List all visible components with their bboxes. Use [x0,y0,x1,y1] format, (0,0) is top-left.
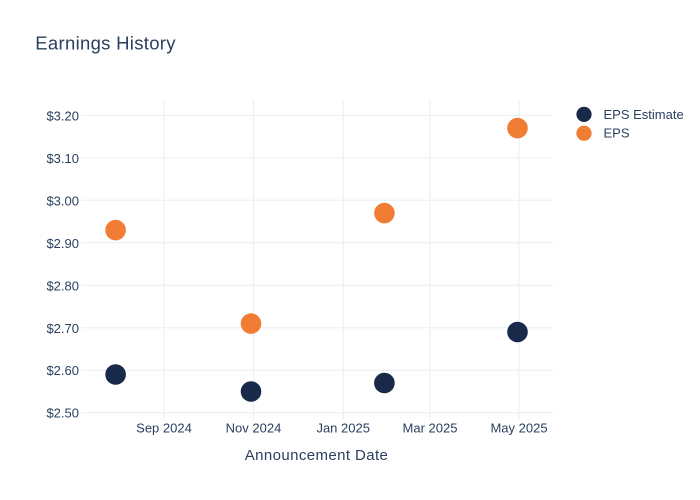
svg-text:Announcement Date: Announcement Date [245,447,389,464]
svg-text:Earnings History: Earnings History [35,32,176,53]
svg-text:Sep 2024: Sep 2024 [136,420,192,435]
svg-text:$3.10: $3.10 [46,151,79,166]
svg-text:Jan 2025: Jan 2025 [316,420,370,435]
svg-text:$2.90: $2.90 [46,236,79,251]
svg-text:$3.20: $3.20 [46,108,79,123]
svg-text:Nov 2024: Nov 2024 [226,420,282,435]
svg-text:$3.00: $3.00 [46,193,79,208]
svg-text:Mar 2025: Mar 2025 [403,420,458,435]
svg-text:$2.50: $2.50 [46,406,79,421]
svg-text:EPS Estimate: EPS Estimate [604,107,684,122]
svg-text:May 2025: May 2025 [490,420,547,435]
svg-text:$2.70: $2.70 [46,321,79,336]
svg-text:EPS: EPS [604,126,630,141]
svg-text:$2.80: $2.80 [46,278,79,293]
svg-text:$2.60: $2.60 [46,363,79,378]
